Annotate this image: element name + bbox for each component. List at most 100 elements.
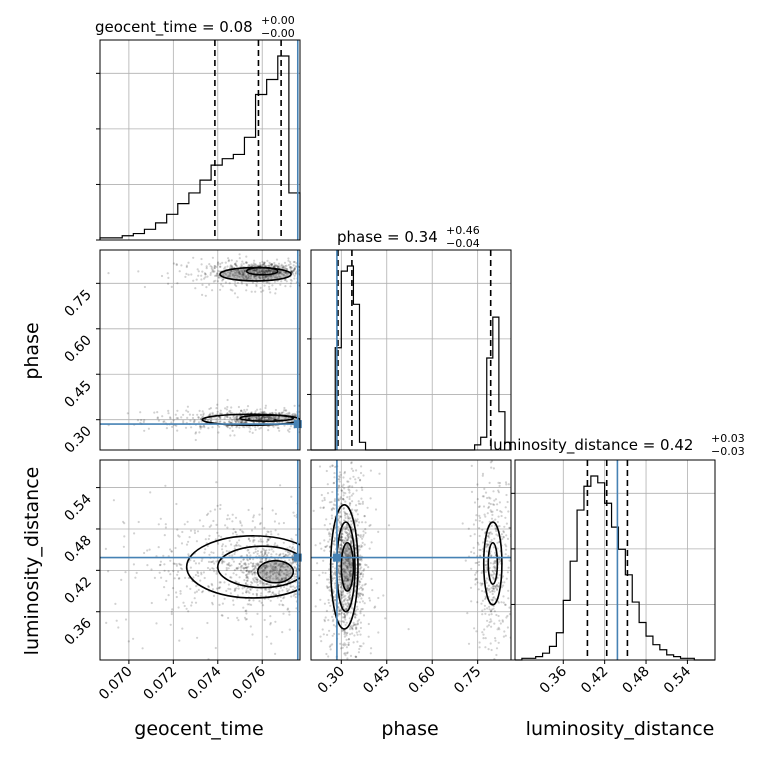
scatter-point xyxy=(254,564,257,567)
scatter-point xyxy=(475,571,478,574)
scatter-point xyxy=(285,413,288,416)
scatter-point xyxy=(344,540,347,543)
scatter-point xyxy=(222,277,225,281)
scatter-point xyxy=(256,271,259,274)
scatter-point xyxy=(279,484,282,487)
scatter-point xyxy=(312,564,314,566)
scatter-point xyxy=(263,564,266,567)
scatter-point xyxy=(263,261,266,264)
scatter-point xyxy=(215,407,218,410)
scatter-point xyxy=(328,581,331,584)
scatter-point xyxy=(274,652,277,656)
scatter-point xyxy=(231,425,234,428)
scatter-point xyxy=(345,539,348,542)
scatter-point xyxy=(255,269,258,272)
scatter-point xyxy=(201,410,204,413)
contour-luminosity_distance_vs_phase-3 xyxy=(482,521,503,606)
scatter-point xyxy=(204,418,207,421)
scatter-point xyxy=(204,418,207,421)
scatter-point xyxy=(302,417,304,419)
scatter-point xyxy=(344,564,347,567)
scatter-point xyxy=(331,414,333,416)
scatter-point xyxy=(206,275,209,278)
scatter-point xyxy=(314,544,317,547)
scatter-point xyxy=(176,417,180,420)
scatter-point xyxy=(262,263,265,267)
scatter-point xyxy=(266,269,269,272)
scatter-point xyxy=(323,602,326,605)
scatter-point xyxy=(254,268,257,271)
scatter-point xyxy=(279,270,282,273)
scatter-point xyxy=(263,263,266,266)
scatter-point xyxy=(498,628,501,631)
scatter-point xyxy=(242,606,245,609)
scatter-point xyxy=(361,594,365,597)
scatter-point xyxy=(489,618,492,621)
scatter-point xyxy=(507,555,510,558)
scatter-point xyxy=(269,269,272,272)
scatter-point xyxy=(290,547,294,550)
scatter-point xyxy=(273,264,276,267)
scatter-point xyxy=(320,547,323,550)
scatter-point xyxy=(254,578,257,581)
scatter-point xyxy=(219,412,222,415)
scatter-point xyxy=(343,575,346,578)
scatter-point xyxy=(262,569,265,572)
scatter-point xyxy=(485,543,488,546)
scatter-point xyxy=(231,421,234,424)
scatter-point xyxy=(346,534,349,537)
scatter-point xyxy=(250,417,253,420)
scatter-point xyxy=(355,623,358,626)
scatter-point xyxy=(404,564,406,566)
scatter-point xyxy=(368,576,370,578)
scatter-point xyxy=(282,612,285,615)
scatter-point xyxy=(248,599,251,602)
scatter-point xyxy=(501,537,504,541)
scatter-point xyxy=(252,514,255,517)
scatter-point xyxy=(338,564,341,567)
scatter-point xyxy=(251,581,254,585)
scatter-point xyxy=(221,279,224,282)
contour-luminosity_distance_vs_geocent_time-0 xyxy=(185,535,300,599)
scatter-point xyxy=(295,570,298,574)
scatter-point xyxy=(349,569,352,573)
scatter-point xyxy=(493,585,496,588)
scatter-point xyxy=(347,560,351,563)
scatter-point xyxy=(351,485,354,488)
scatter-point xyxy=(187,553,190,556)
scatter-point xyxy=(347,421,349,423)
scatter-point xyxy=(236,419,239,422)
scatter-point xyxy=(344,553,347,556)
scatter-point xyxy=(272,550,275,553)
scatter-point xyxy=(486,587,489,591)
scatter-point xyxy=(256,563,259,566)
scatter-point xyxy=(238,275,242,278)
scatter-point xyxy=(226,271,230,274)
scatter-point xyxy=(264,568,267,571)
scatter-point xyxy=(247,275,250,278)
scatter-point xyxy=(361,575,364,578)
scatter-point xyxy=(273,418,276,421)
scatter-point xyxy=(223,560,226,563)
scatter-point xyxy=(267,425,270,428)
scatter-point xyxy=(339,613,342,616)
scatter-point xyxy=(312,559,314,561)
scatter-point xyxy=(211,289,214,292)
scatter-point xyxy=(340,611,344,615)
scatter-point xyxy=(161,415,164,418)
scatter-point xyxy=(317,546,319,548)
scatter-point xyxy=(346,543,349,547)
scatter-point xyxy=(122,545,125,548)
scatter-point xyxy=(309,421,311,423)
scatter-point xyxy=(235,566,238,570)
scatter-point xyxy=(226,514,229,517)
scatter-point xyxy=(269,599,272,602)
scatter-point xyxy=(498,501,501,504)
scatter-point xyxy=(230,543,233,546)
scatter-point xyxy=(260,270,264,273)
scatter-point xyxy=(493,562,496,565)
scatter-point xyxy=(267,418,270,421)
scatter-point xyxy=(253,264,256,267)
scatter-point xyxy=(270,274,273,278)
scatter-point xyxy=(345,579,348,583)
